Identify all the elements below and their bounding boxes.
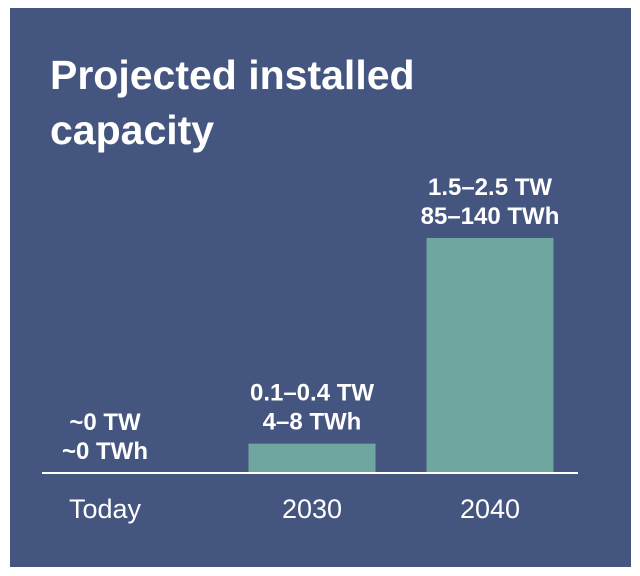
x-tick-label: 2030 [282, 494, 342, 524]
data-label-power: ~0 TW [69, 409, 141, 436]
x-tick-label: Today [69, 494, 142, 524]
data-label-energy: 85–140 TWh [421, 203, 560, 230]
data-label-power: 1.5–2.5 TW [428, 174, 552, 201]
chart-title: Projected installed capacity [50, 52, 415, 153]
data-label-energy: 4–8 TWh [263, 409, 362, 436]
x-tick-label: 2040 [460, 494, 520, 524]
bar-2030 [248, 443, 376, 473]
data-label-energy: ~0 TWh [62, 438, 148, 465]
chart-panel: Projected installed capacity ~0 TWh ~0 TW… [10, 8, 631, 567]
bar-2040 [426, 238, 554, 473]
data-label-power: 0.1–0.4 TW [250, 380, 374, 407]
